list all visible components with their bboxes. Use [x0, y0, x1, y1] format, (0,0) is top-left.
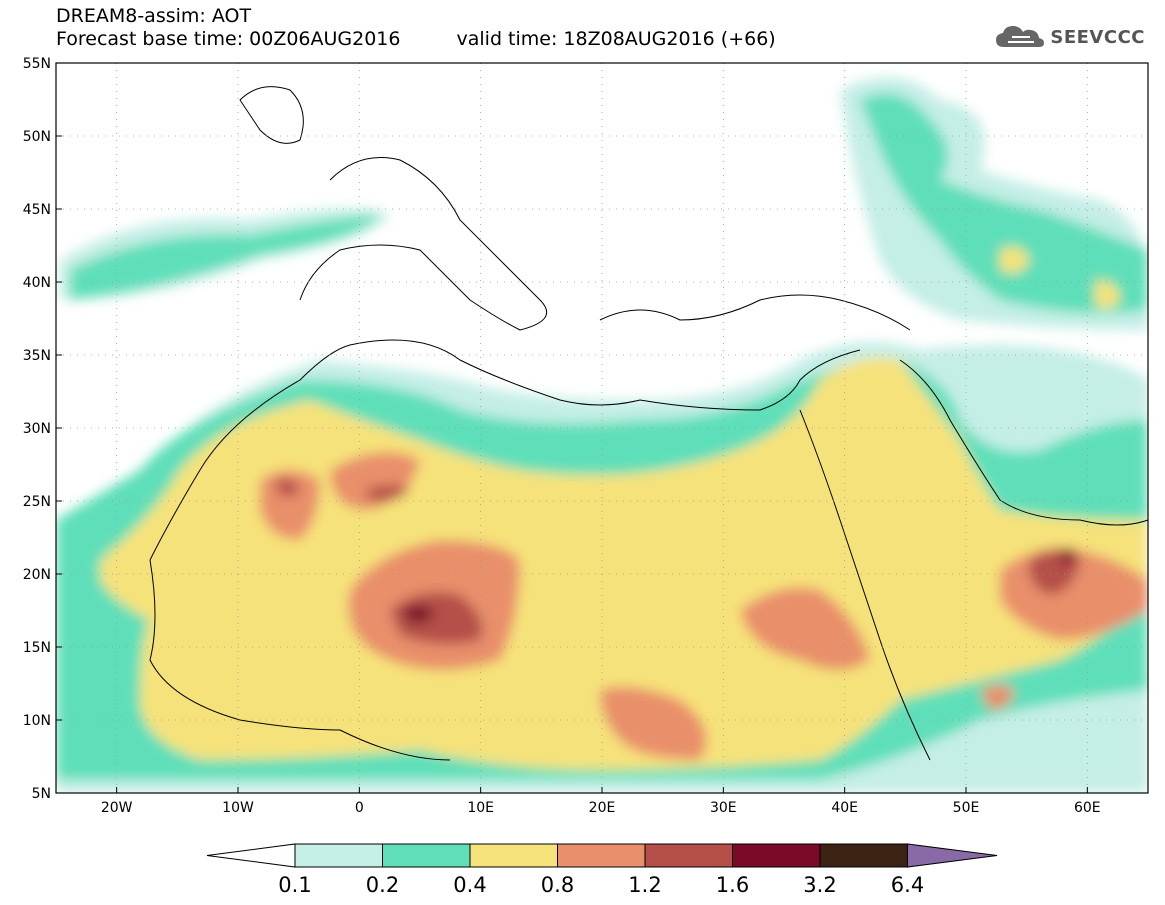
lat-label-5n: 5N [32, 786, 51, 802]
colorbar-segment [382, 843, 471, 868]
colorbar-under-triangle [206, 843, 296, 868]
lon-label-60e: 60E [1074, 800, 1101, 816]
colorbar-label: 0.1 [278, 873, 311, 897]
lon-label-40e: 40E [831, 800, 858, 816]
lat-label-20n: 20N [23, 567, 51, 583]
title-text: DREAM8-assim: AOT [56, 5, 252, 27]
lon-label-50e: 50E [953, 800, 980, 816]
lat-label-10n: 10N [23, 713, 51, 729]
lat-label-30n: 30N [23, 421, 51, 437]
colorbar-segment [469, 843, 558, 868]
lon-label-30e: 30E [710, 800, 737, 816]
colorbar-segment [732, 843, 821, 868]
grid-lines [56, 63, 1148, 793]
lat-label-35n: 35N [23, 348, 51, 364]
colorbar-label: 6.4 [891, 873, 924, 897]
base-time-text: Forecast base time: 00Z06AUG2016 [56, 28, 401, 50]
lat-label-40n: 40N [23, 275, 51, 291]
valid-time-text: valid time: 18Z08AUG2016 (+66) [456, 28, 776, 50]
colorbar-label: 1.2 [628, 873, 661, 897]
colorbar-segment [644, 843, 733, 868]
coastlines [149, 86, 1148, 761]
lat-label-50n: 50N [23, 129, 51, 145]
lat-label-15n: 15N [23, 640, 51, 656]
colorbar-label: 1.6 [716, 873, 749, 897]
colorbar-label: 0.2 [366, 873, 399, 897]
colorbar-label: 0.4 [453, 873, 486, 897]
colorbar-label: 0.8 [541, 873, 574, 897]
lon-label-20e: 20E [589, 800, 616, 816]
colorbar-segment [819, 843, 908, 868]
cloud-icon [996, 26, 1045, 47]
colorbar-segment [294, 843, 383, 868]
seevccc-logo: SEEVCCC [994, 23, 1145, 51]
logo-text: SEEVCCC [1050, 26, 1145, 48]
longitude-labels: 20W 10W 0 10E 20E 30E 40E 50E 60E [101, 787, 1101, 816]
lat-label-45n: 45N [23, 202, 51, 218]
colorbar-over-triangle [907, 843, 998, 868]
colorbar-segment [557, 843, 646, 868]
lon-label-10w: 10W [222, 800, 254, 816]
lon-label-20w: 20W [101, 800, 133, 816]
lon-label-0: 0 [355, 800, 364, 816]
lat-label-55n: 55N [23, 56, 51, 72]
map-subtitle: Forecast base time: 00Z06AUG2016 valid ti… [56, 29, 776, 49]
colorbar: 0.1 0.2 0.4 0.8 1.2 1.6 3.2 6.4 [206, 843, 998, 897]
colorbar-label: 3.2 [803, 873, 836, 897]
latitude-labels: 55N 50N 45N 40N 35N 30N 25N 20N 15N 10N 5N [23, 56, 62, 802]
lon-label-10e: 10E [467, 800, 494, 816]
lat-label-25n: 25N [23, 494, 51, 510]
map-title: DREAM8-assim: AOT [56, 6, 251, 26]
